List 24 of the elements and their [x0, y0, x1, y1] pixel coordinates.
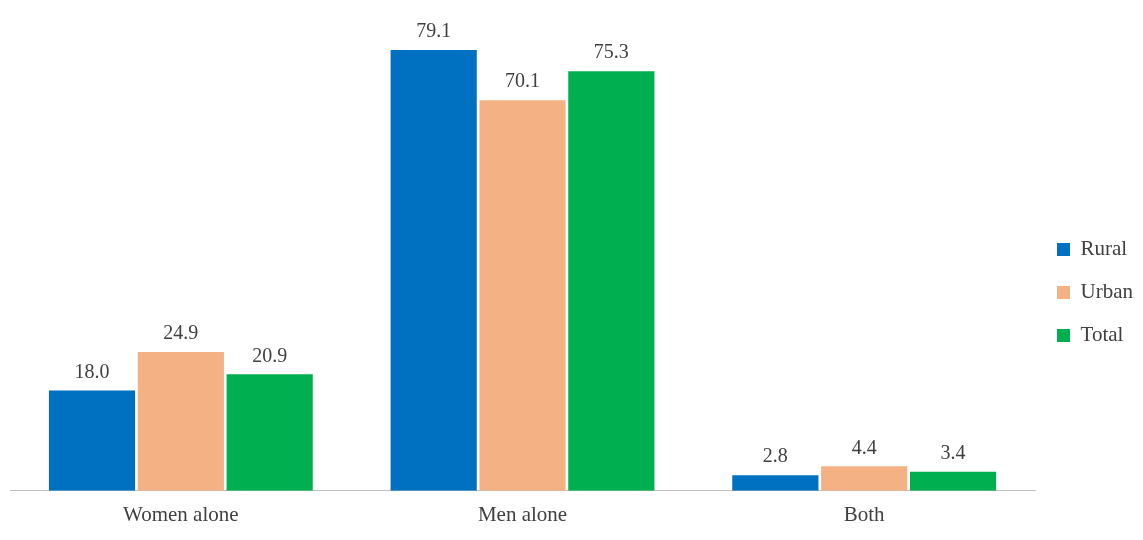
- bar: [821, 466, 908, 491]
- x-tick-label: Both: [843, 501, 886, 526]
- bar: [137, 352, 224, 491]
- bar: [568, 71, 655, 491]
- x-tick-label: Men alone: [477, 501, 568, 526]
- bar: [226, 374, 313, 491]
- data-label: 3.4: [940, 441, 966, 464]
- data-label: 2.8: [762, 444, 788, 467]
- data-label: 70.1: [505, 69, 541, 92]
- bar: [390, 50, 477, 491]
- data-label: 24.9: [163, 321, 199, 344]
- legend-label: Rural: [1080, 236, 1128, 261]
- legend-label: Total: [1080, 322, 1124, 347]
- data-label: 18.0: [74, 359, 110, 382]
- legend-label: Urban: [1080, 279, 1134, 304]
- data-label: 20.9: [252, 343, 288, 366]
- data-label: 79.1: [416, 19, 452, 42]
- data-label: 4.4: [851, 435, 877, 458]
- bar: [479, 100, 566, 491]
- bar: [48, 390, 136, 491]
- bar: [909, 471, 997, 491]
- x-tick-label: Women alone: [123, 501, 239, 526]
- data-label: 75.3: [593, 40, 629, 63]
- bar: [732, 475, 819, 491]
